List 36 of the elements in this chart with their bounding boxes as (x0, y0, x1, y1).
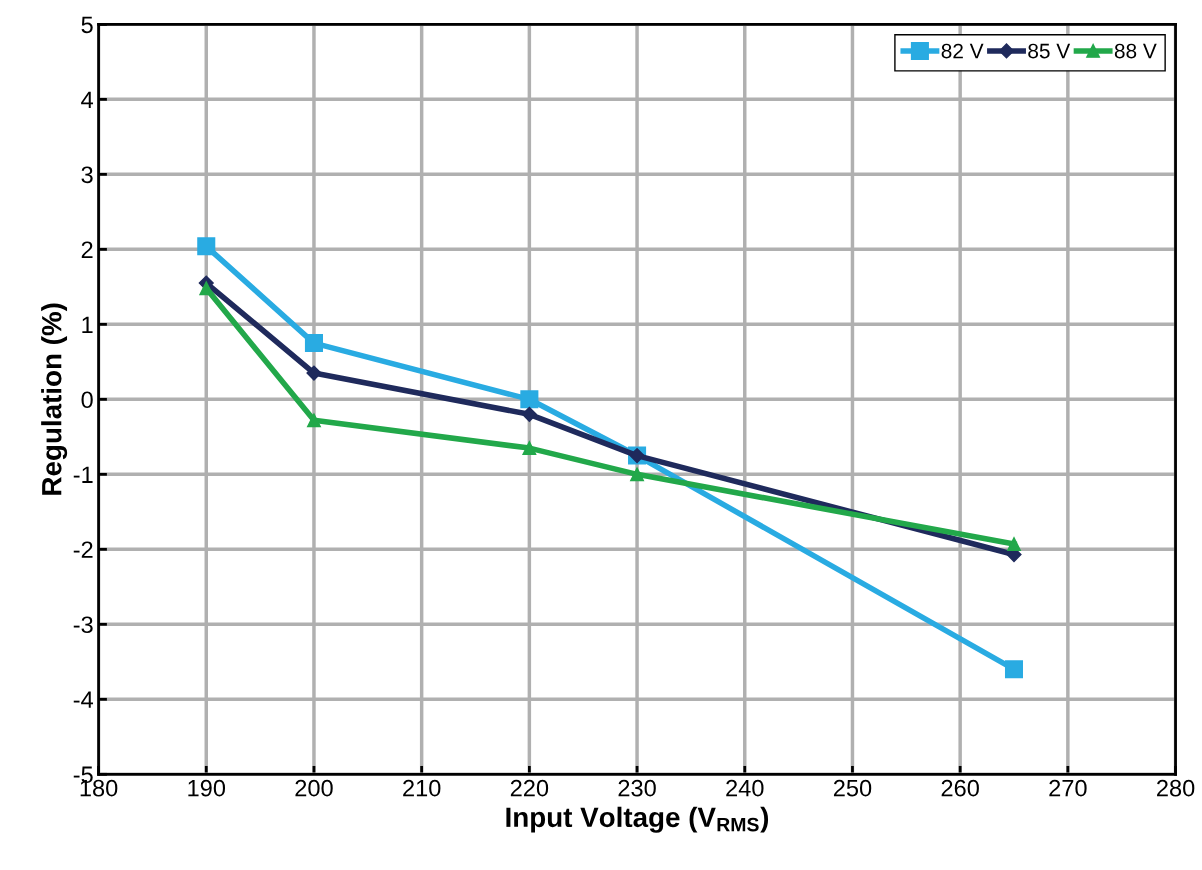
point (520, 390, 539, 409)
x-tick-label: 260 (941, 779, 979, 797)
legend-label: 88 V (1114, 43, 1157, 59)
point (307, 413, 321, 428)
y-tick-label: 0 (81, 391, 93, 409)
y-axis-title: Regulation (%) (41, 303, 68, 495)
x-tick-label: 230 (618, 779, 656, 797)
y-tick-label: 2 (81, 241, 93, 258)
legend-label: 85 V (1028, 43, 1071, 59)
y-tick-label: 5 (81, 16, 93, 34)
x-tick-label: 240 (726, 779, 764, 797)
x-tick-label: 270 (1049, 779, 1087, 797)
point (521, 406, 537, 422)
y-tick-label: 1 (82, 316, 93, 333)
x-tick-label: 210 (403, 779, 441, 797)
y-tick-label: -4 (73, 691, 94, 708)
x-tick-label: 190 (188, 779, 226, 797)
x-tick-label: 250 (833, 779, 872, 797)
x-tick-label: 220 (510, 779, 549, 797)
x-tick-label: 280 (1157, 779, 1195, 797)
point (1007, 537, 1021, 552)
y-tick-label: -2 (73, 541, 93, 558)
point (522, 441, 537, 456)
x-axis-title: Input Voltage (V$_{RMS}$) (506, 806, 769, 833)
y-tick-label: -1 (73, 466, 93, 483)
point (1004, 660, 1024, 679)
y-tick-label: -3 (73, 616, 93, 634)
y-tick-label: 4 (81, 91, 94, 108)
point (306, 365, 322, 381)
point (197, 237, 216, 256)
y-tick-label: 3 (81, 166, 93, 184)
x-tick-label: 200 (295, 779, 333, 797)
point (199, 281, 214, 296)
point (630, 467, 645, 482)
point (304, 334, 323, 353)
legend-label: 82 V (941, 43, 984, 59)
